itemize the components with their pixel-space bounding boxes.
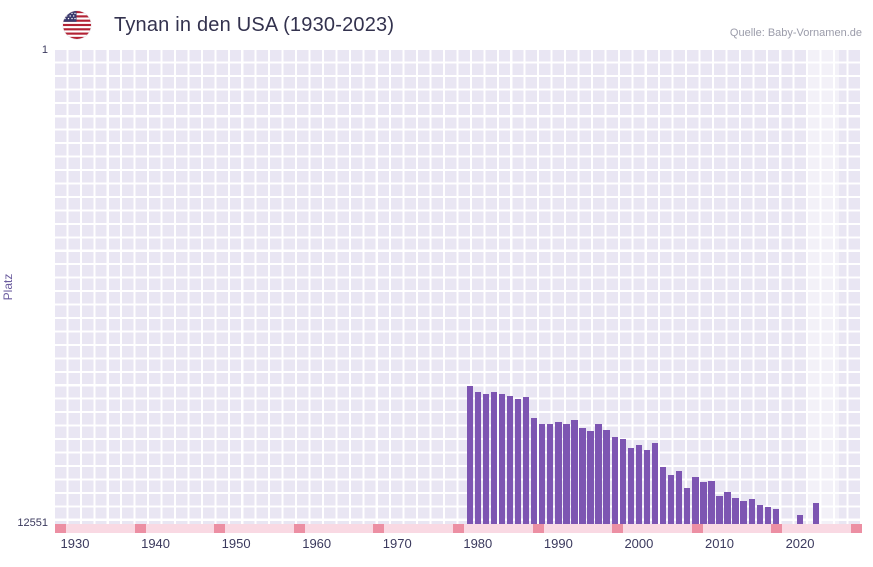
x-tick-2020: 2020 bbox=[785, 536, 815, 551]
bar-1987[interactable] bbox=[530, 418, 538, 524]
axis-strip-segment bbox=[293, 524, 305, 533]
bar-2012[interactable] bbox=[732, 497, 739, 524]
bar-2007[interactable] bbox=[692, 476, 699, 524]
bar-1998[interactable] bbox=[619, 438, 626, 524]
bar-2011[interactable] bbox=[724, 491, 731, 524]
x-tick-1970: 1970 bbox=[382, 536, 412, 551]
us-flag-icon bbox=[62, 10, 92, 40]
bar-1980[interactable] bbox=[474, 391, 481, 524]
bar-1979[interactable] bbox=[466, 386, 473, 524]
plot-area bbox=[55, 50, 862, 524]
bar-2017[interactable] bbox=[772, 508, 780, 524]
source-attribution: Quelle: Baby-Vornamen.de bbox=[729, 27, 862, 39]
bar-1997[interactable] bbox=[611, 437, 618, 524]
bar-1982[interactable] bbox=[490, 391, 498, 524]
bar-1985[interactable] bbox=[514, 399, 522, 524]
x-tick-1980: 1980 bbox=[463, 536, 493, 551]
bar-2016[interactable] bbox=[764, 506, 771, 524]
bar-2014[interactable] bbox=[748, 499, 755, 524]
bar-2009[interactable] bbox=[708, 480, 715, 524]
bar-1991[interactable] bbox=[563, 423, 570, 524]
y-tick-top: 1 bbox=[41, 44, 48, 56]
bar-1995[interactable] bbox=[595, 423, 602, 524]
bar-2022[interactable] bbox=[812, 503, 820, 524]
axis-strip-segment bbox=[373, 524, 385, 533]
bar-2013[interactable] bbox=[740, 501, 747, 524]
axis-strip-segment bbox=[55, 524, 66, 533]
axis-strip-segment bbox=[612, 524, 624, 533]
bar-1981[interactable] bbox=[482, 393, 490, 524]
bar-1992[interactable] bbox=[571, 420, 578, 524]
axis-strip-segment bbox=[771, 524, 783, 533]
bar-2006[interactable] bbox=[684, 488, 691, 524]
bar-1994[interactable] bbox=[587, 431, 594, 524]
x-tick-1930: 1930 bbox=[60, 536, 90, 551]
y-axis-title: Platz bbox=[1, 273, 15, 301]
bar-2005[interactable] bbox=[676, 471, 683, 524]
bar-1983[interactable] bbox=[498, 393, 506, 524]
bar-1988[interactable] bbox=[539, 423, 546, 524]
bar-2015[interactable] bbox=[756, 505, 763, 524]
bar-2000[interactable] bbox=[635, 444, 643, 524]
bar-1993[interactable] bbox=[579, 427, 586, 524]
x-tick-1940: 1940 bbox=[141, 536, 171, 551]
bar-1989[interactable] bbox=[547, 423, 554, 524]
bar-1996[interactable] bbox=[603, 429, 610, 524]
bar-1999[interactable] bbox=[627, 448, 635, 524]
x-tick-2010: 2010 bbox=[705, 536, 734, 551]
bar-2002[interactable] bbox=[651, 442, 659, 524]
bar-2020[interactable] bbox=[796, 514, 804, 524]
bar-1990[interactable] bbox=[555, 421, 562, 524]
x-tick-1950: 1950 bbox=[221, 536, 251, 551]
bar-2010[interactable] bbox=[716, 495, 723, 524]
axis-strip-segment bbox=[851, 524, 862, 533]
page-title: Tynan in den USA (1930-2023) bbox=[114, 14, 395, 36]
axis-strip-segment bbox=[453, 524, 464, 533]
bar-2008[interactable] bbox=[700, 482, 707, 524]
x-tick-1960: 1960 bbox=[302, 536, 332, 551]
y-tick-bottom: 12551 bbox=[17, 517, 48, 529]
axis-strip-segment bbox=[532, 524, 544, 533]
x-tick-2000: 2000 bbox=[624, 536, 654, 551]
bar-1984[interactable] bbox=[506, 395, 514, 524]
axis-strip-segment bbox=[134, 524, 146, 533]
bar-2004[interactable] bbox=[667, 474, 675, 524]
axis-strip-segment bbox=[214, 524, 226, 533]
recent-years-highlight-band bbox=[808, 50, 839, 524]
axis-strip-segment bbox=[691, 524, 703, 533]
bar-2001[interactable] bbox=[643, 450, 651, 524]
x-tick-1990: 1990 bbox=[543, 536, 573, 551]
axis-strip bbox=[55, 524, 862, 533]
bar-2003[interactable] bbox=[659, 467, 667, 524]
bar-1986[interactable] bbox=[522, 397, 530, 524]
